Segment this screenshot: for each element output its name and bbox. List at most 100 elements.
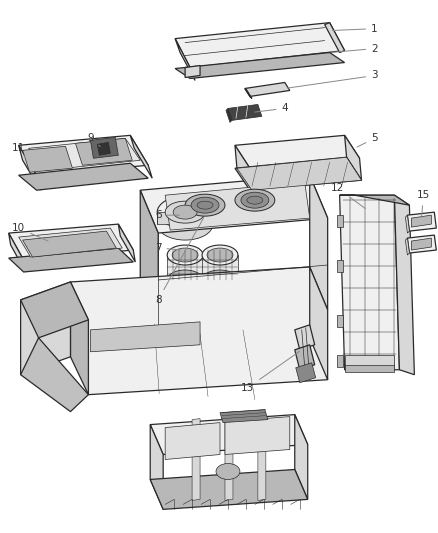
Polygon shape [258, 418, 266, 500]
Polygon shape [337, 215, 343, 227]
Polygon shape [407, 235, 436, 253]
Polygon shape [175, 53, 345, 78]
Ellipse shape [202, 270, 238, 290]
Polygon shape [235, 135, 360, 168]
Polygon shape [150, 415, 308, 455]
Polygon shape [140, 190, 158, 325]
Polygon shape [71, 267, 328, 394]
Polygon shape [237, 157, 361, 190]
Polygon shape [337, 260, 343, 272]
Ellipse shape [157, 196, 213, 228]
Polygon shape [21, 282, 88, 338]
Text: 7: 7 [155, 243, 180, 253]
Polygon shape [192, 418, 200, 500]
Ellipse shape [167, 245, 203, 265]
Ellipse shape [247, 196, 263, 204]
Polygon shape [225, 417, 290, 455]
Text: 3: 3 [287, 70, 378, 88]
Ellipse shape [185, 194, 225, 216]
Polygon shape [220, 410, 268, 423]
Polygon shape [235, 146, 252, 190]
Polygon shape [345, 355, 395, 370]
Text: 5: 5 [357, 133, 378, 147]
Polygon shape [411, 238, 431, 250]
Polygon shape [157, 212, 213, 224]
Ellipse shape [165, 201, 205, 223]
Ellipse shape [241, 192, 269, 208]
Polygon shape [90, 322, 200, 352]
Polygon shape [337, 315, 343, 327]
Polygon shape [395, 195, 414, 375]
Polygon shape [97, 142, 110, 155]
Polygon shape [235, 157, 361, 190]
Polygon shape [21, 282, 71, 375]
Text: 9: 9 [87, 133, 100, 147]
Polygon shape [150, 425, 163, 510]
Polygon shape [90, 138, 118, 158]
Ellipse shape [173, 205, 197, 219]
Polygon shape [411, 215, 431, 227]
Polygon shape [295, 415, 308, 499]
Polygon shape [245, 83, 290, 96]
Text: 15: 15 [417, 190, 430, 217]
Polygon shape [19, 163, 148, 190]
Polygon shape [406, 238, 410, 255]
Text: 10: 10 [12, 223, 48, 241]
Polygon shape [165, 182, 310, 230]
Polygon shape [226, 108, 232, 123]
Polygon shape [23, 231, 117, 257]
Ellipse shape [202, 245, 238, 265]
Polygon shape [228, 104, 262, 120]
Polygon shape [19, 135, 148, 175]
Text: 12: 12 [331, 183, 365, 208]
Polygon shape [339, 195, 410, 205]
Ellipse shape [172, 248, 198, 262]
Polygon shape [28, 139, 140, 170]
Polygon shape [140, 175, 328, 233]
Ellipse shape [191, 197, 219, 213]
Polygon shape [21, 338, 88, 411]
Text: 11: 11 [12, 143, 25, 158]
Polygon shape [310, 175, 328, 310]
Polygon shape [310, 267, 328, 379]
Polygon shape [75, 139, 132, 165]
Polygon shape [325, 22, 345, 53]
Polygon shape [19, 146, 41, 190]
Polygon shape [9, 233, 25, 272]
Polygon shape [9, 224, 133, 260]
Text: 2: 2 [332, 44, 378, 54]
Polygon shape [130, 135, 152, 178]
Ellipse shape [207, 248, 233, 262]
Polygon shape [175, 38, 195, 80]
Polygon shape [202, 255, 238, 280]
Polygon shape [23, 147, 72, 172]
Ellipse shape [197, 201, 213, 209]
Polygon shape [406, 215, 410, 233]
Polygon shape [185, 66, 200, 77]
Polygon shape [9, 248, 133, 272]
Polygon shape [345, 135, 361, 180]
Polygon shape [345, 365, 395, 372]
Text: 8: 8 [155, 217, 204, 305]
Text: 6: 6 [155, 210, 179, 220]
Polygon shape [407, 212, 436, 231]
Polygon shape [71, 282, 88, 394]
Polygon shape [167, 255, 203, 280]
Ellipse shape [235, 189, 275, 211]
Polygon shape [337, 355, 343, 367]
Polygon shape [118, 224, 135, 262]
Polygon shape [296, 363, 316, 383]
Polygon shape [165, 423, 220, 459]
Ellipse shape [167, 270, 203, 290]
Polygon shape [225, 418, 233, 500]
Text: 1: 1 [332, 23, 378, 34]
Polygon shape [150, 470, 308, 510]
Polygon shape [245, 88, 252, 99]
Text: 13: 13 [241, 351, 300, 393]
Polygon shape [175, 22, 345, 68]
Polygon shape [19, 228, 122, 257]
Polygon shape [295, 325, 314, 350]
Polygon shape [295, 345, 314, 370]
Polygon shape [339, 195, 399, 370]
Ellipse shape [157, 208, 213, 240]
